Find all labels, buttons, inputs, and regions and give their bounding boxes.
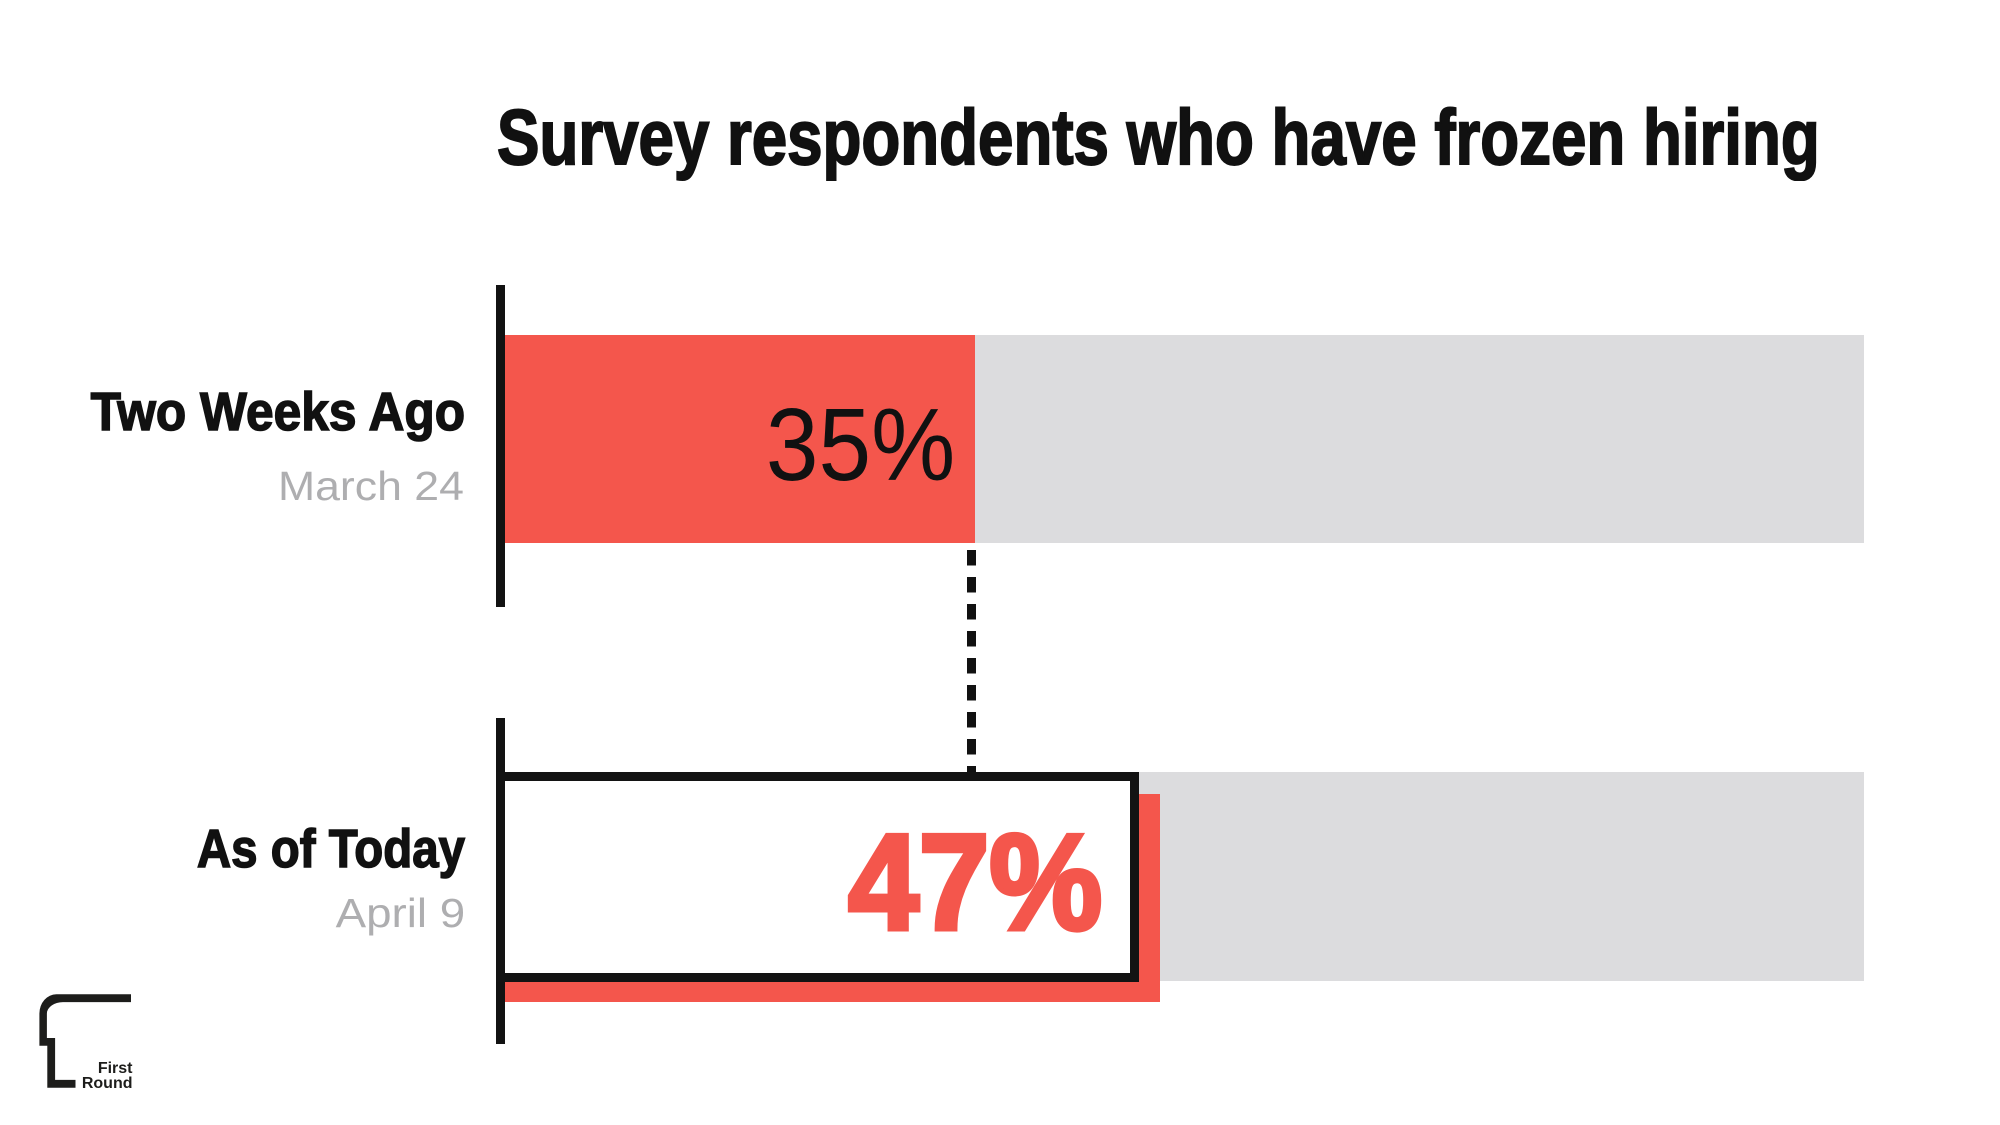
svg-text:First: First: [98, 1060, 133, 1077]
svg-text:Round: Round: [82, 1075, 133, 1092]
